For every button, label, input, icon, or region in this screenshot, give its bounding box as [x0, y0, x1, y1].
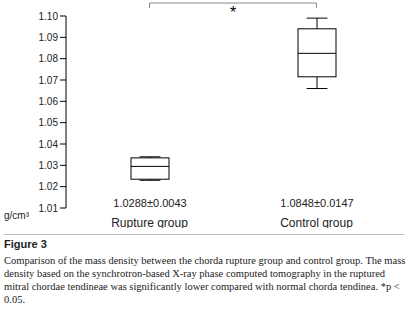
svg-text:Control group: Control group: [280, 216, 353, 228]
svg-text:1.03: 1.03: [39, 160, 59, 171]
html-text:g/cm³: g/cm³: [4, 210, 29, 221]
svg-text:1.08: 1.08: [39, 53, 59, 64]
svg-text:Rupture group: Rupture group: [111, 216, 188, 228]
svg-text:1.04: 1.04: [39, 139, 59, 150]
svg-text:*: *: [230, 4, 236, 20]
svg-text:1.09: 1.09: [39, 32, 59, 43]
svg-text:1.06: 1.06: [39, 96, 59, 107]
svg-text:1.0288±0.0043: 1.0288±0.0043: [113, 197, 186, 208]
svg-text:1.10: 1.10: [39, 11, 59, 22]
svg-text:1.01: 1.01: [39, 203, 59, 214]
svg-text:1.02: 1.02: [39, 181, 59, 192]
html-text:Comparison of the mass density: Comparison of the mass density between t…: [4, 255, 406, 305]
svg-text:1.07: 1.07: [39, 75, 59, 86]
html-text:Figure 3: Figure 3: [4, 238, 47, 250]
svg-text:1.0848±0.0147: 1.0848±0.0147: [280, 197, 353, 208]
svg-text:1.05: 1.05: [39, 117, 59, 128]
